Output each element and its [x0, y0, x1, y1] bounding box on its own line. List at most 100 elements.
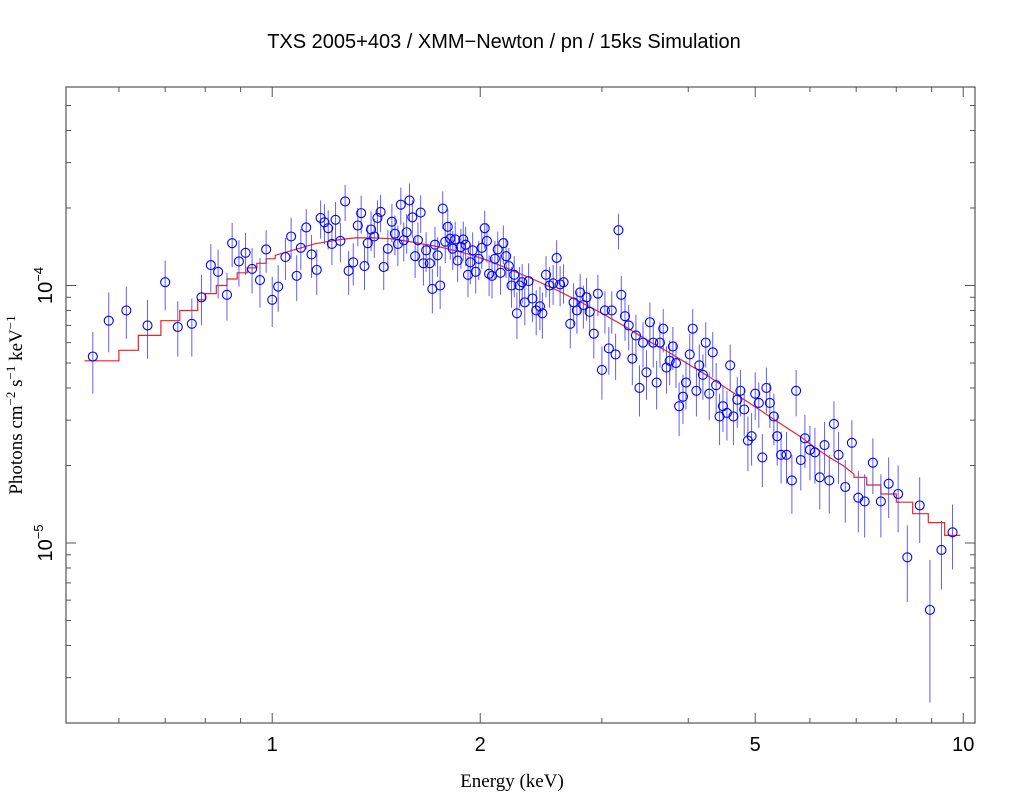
data-point: [421, 245, 432, 256]
data-point: [735, 385, 746, 396]
data-point: [575, 287, 586, 298]
data-point: [103, 315, 114, 326]
data-point: [700, 337, 711, 348]
data-point: [506, 280, 517, 291]
x-tick-labels: 1 2 5 10: [267, 734, 975, 756]
data-point: [323, 223, 334, 234]
data-point: [764, 397, 775, 408]
data-point: [694, 360, 705, 371]
data-point: [213, 266, 224, 277]
data-point: [603, 343, 614, 354]
data-point: [514, 280, 525, 291]
data-point: [596, 364, 607, 375]
data-point: [498, 238, 509, 249]
data-point: [776, 449, 787, 460]
data-point: [291, 270, 302, 281]
data-point: [319, 217, 330, 228]
data-point: [196, 292, 207, 303]
data-point: [819, 440, 830, 451]
y-tick-exponent: −5: [31, 524, 46, 539]
data-point: [670, 357, 682, 369]
data-point: [786, 475, 797, 486]
point-layer: [87, 195, 958, 615]
data-point: [221, 289, 233, 300]
data-point: [677, 391, 689, 402]
data-point: [378, 261, 389, 273]
y-label-exp-1: −2: [3, 392, 18, 406]
data-point: [584, 306, 595, 317]
data-point: [616, 289, 627, 300]
data-point: [205, 260, 216, 271]
data-point: [352, 220, 363, 231]
data-point: [429, 239, 441, 250]
data-point: [435, 280, 446, 291]
data-point: [867, 457, 878, 468]
data-point: [407, 212, 418, 223]
data-point: [470, 266, 481, 277]
data-point: [728, 411, 739, 422]
data-point: [606, 305, 617, 316]
y-label-exp-2: −1: [3, 366, 18, 380]
data-point: [160, 277, 171, 288]
data-point: [739, 404, 750, 415]
data-point: [809, 447, 820, 458]
data-point: [372, 212, 383, 223]
data-point: [551, 252, 562, 263]
major-ticks: [66, 87, 975, 723]
data-point: [667, 341, 678, 352]
data-point: [369, 231, 380, 242]
data-point: [804, 444, 815, 455]
data-point: [254, 274, 266, 286]
data-point: [465, 257, 476, 268]
data-point: [404, 195, 415, 206]
data-point: [548, 278, 559, 289]
plot-frame: [65, 86, 976, 724]
data-point: [348, 257, 359, 268]
data-point: [840, 481, 851, 493]
y-tick-labels: 10−410−5: [31, 267, 57, 562]
data-point: [362, 238, 373, 249]
data-point: [623, 320, 634, 331]
data-point: [704, 388, 715, 399]
data-point: [382, 243, 393, 254]
data-point: [517, 277, 528, 288]
errorbar-layer: [92, 183, 954, 703]
data-point: [641, 367, 652, 378]
data-point: [392, 238, 403, 249]
data-point: [772, 431, 783, 442]
y-axis-label: Photons cm−2 s−1 keV−1: [3, 315, 27, 494]
minor-ticks: [66, 87, 975, 724]
y-label-part-1: Photons cm: [6, 405, 27, 494]
data-point: [592, 288, 603, 299]
y-tick-base: 10: [35, 282, 57, 304]
data-point: [588, 328, 599, 339]
data-point: [87, 351, 98, 362]
data-point: [824, 475, 835, 486]
data-point: [661, 362, 672, 373]
data-point: [359, 260, 370, 272]
data-point: [753, 397, 764, 408]
data-point: [914, 500, 925, 511]
data-point: [489, 253, 500, 264]
data-point: [555, 279, 566, 290]
data-point: [746, 431, 757, 442]
data-point: [664, 355, 675, 366]
data-point: [537, 308, 548, 319]
data-point: [627, 353, 638, 364]
x-tick-label: 2: [475, 734, 486, 756]
data-point: [565, 318, 576, 329]
data-point: [227, 238, 238, 249]
data-point: [286, 231, 297, 242]
data-point: [814, 472, 825, 483]
data-point: [186, 318, 197, 329]
data-point: [558, 277, 569, 288]
data-point: [273, 281, 284, 292]
data-point: [630, 330, 641, 341]
data-point: [540, 269, 552, 280]
data-point: [442, 221, 453, 232]
data-point: [395, 199, 406, 210]
data-point: [295, 242, 306, 253]
data-point: [240, 247, 251, 258]
data-point: [697, 369, 708, 380]
data-point: [511, 308, 522, 319]
